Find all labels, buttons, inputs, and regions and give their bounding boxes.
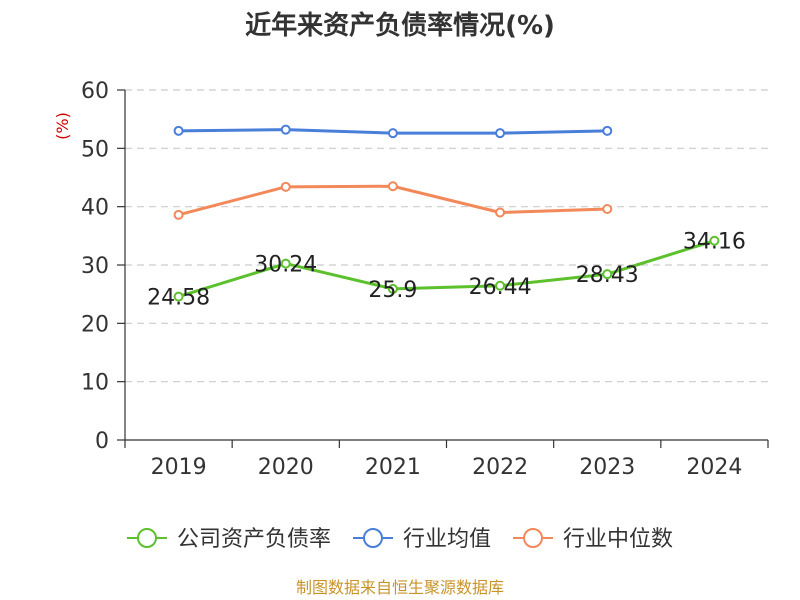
data-point [173, 209, 184, 220]
series-0 [173, 235, 720, 302]
data-point [495, 128, 506, 139]
series-line [177, 239, 716, 299]
data-label: 30.24 [254, 253, 317, 278]
legend-label: 公司资产负债率 [177, 527, 331, 552]
data-point [602, 204, 613, 214]
legend-swatch-marker [523, 528, 544, 548]
data-point [280, 258, 291, 269]
y-tick-label: 60 [81, 79, 109, 104]
data-point [280, 124, 291, 135]
x-tick-label: 2022 [472, 455, 528, 480]
data-label: 25.9 [368, 278, 417, 303]
data-label: 26.44 [469, 275, 532, 300]
axes: 0 10 20 30 40 50 60 2019 2020 2021 2022 2023 2024 [81, 79, 769, 480]
y-tick-label: 10 [81, 371, 109, 396]
legend-label: 行业中位数 [563, 527, 673, 552]
legend: 公司资产负债率 行业均值 行业中位数 [126, 527, 673, 552]
data-point [387, 283, 398, 294]
y-tick-label: 20 [81, 312, 109, 337]
data-point [495, 207, 506, 218]
legend-label: 行业均值 [403, 527, 491, 552]
x-tick-label: 2023 [579, 455, 635, 480]
chart-title: 近年来资产负债率情况(%) [245, 10, 555, 41]
data-point [495, 280, 506, 291]
series-2 [173, 181, 613, 220]
series-1 [173, 124, 613, 139]
data-label: 28.43 [576, 263, 639, 288]
data-point [173, 291, 184, 302]
x-tick-label: 2021 [365, 455, 421, 480]
data-labels: 24.58 30.24 25.9 26.44 28.43 34.16 [147, 230, 746, 311]
data-point [173, 125, 184, 136]
data-point [709, 235, 720, 246]
x-tick-label: 2024 [686, 455, 742, 480]
y-tick-label: 50 [81, 137, 109, 162]
data-label: 34.16 [683, 230, 746, 255]
data-point [387, 181, 398, 192]
data-point [280, 181, 291, 192]
x-tick-label: 2020 [258, 455, 314, 480]
source-note: 制图数据来自恒生聚源数据库 [296, 578, 504, 597]
series-lines [173, 124, 720, 302]
y-tick-label: 0 [95, 429, 109, 454]
data-point [602, 269, 613, 280]
x-tick-label: 2019 [151, 455, 207, 480]
legend-swatch-marker [136, 528, 157, 548]
legend-item: 行业均值 [352, 527, 491, 552]
data-label: 24.58 [147, 286, 210, 311]
legend-item: 公司资产负债率 [126, 527, 331, 552]
data-point [602, 125, 613, 136]
y-tick-label: 30 [81, 254, 109, 279]
legend-item: 行业中位数 [513, 527, 673, 552]
data-point [387, 128, 398, 139]
legend-swatch-marker [362, 528, 383, 548]
y-axis-label: (%) [53, 112, 72, 140]
y-tick-label: 40 [81, 196, 109, 221]
